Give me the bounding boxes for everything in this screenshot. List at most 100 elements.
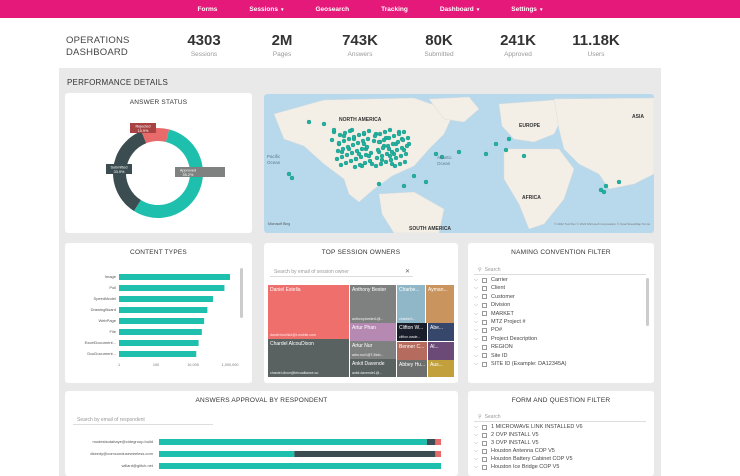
checkbox[interactable]	[482, 336, 487, 342]
map-point[interactable]	[334, 156, 340, 162]
map-point[interactable]	[385, 143, 391, 149]
map-point[interactable]	[344, 152, 350, 158]
map-point[interactable]	[375, 147, 381, 153]
filter-item[interactable]: ⌵ MARKET	[474, 311, 514, 317]
filter-item[interactable]: ⌵ Site ID	[474, 353, 508, 359]
map-point[interactable]	[392, 163, 398, 169]
chevron-down-icon[interactable]: ⌵	[474, 310, 478, 317]
nav-item-tracking[interactable]: Tracking	[365, 6, 424, 13]
chevron-down-icon[interactable]: ⌵	[474, 285, 478, 292]
nav-item-sessions[interactable]: Sessions ▾	[233, 6, 299, 13]
map-point[interactable]	[402, 159, 408, 165]
map-point[interactable]	[358, 154, 364, 160]
filter-item[interactable]: ⌵ 1 MICROWAVE LINK INSTALLED V6	[474, 424, 583, 430]
map-point[interactable]	[388, 157, 394, 163]
map-point[interactable]	[373, 163, 379, 169]
chevron-down-icon[interactable]: ⌵	[474, 424, 478, 430]
bar[interactable]	[119, 329, 202, 335]
chevron-down-icon[interactable]: ⌵	[474, 361, 478, 367]
clear-search-icon[interactable]: ✕	[404, 269, 410, 275]
map-point[interactable]	[598, 187, 604, 193]
map-point[interactable]	[354, 148, 360, 154]
map-point[interactable]	[368, 150, 374, 156]
map-point[interactable]	[616, 179, 622, 185]
map-point[interactable]	[346, 136, 352, 142]
map-point[interactable]	[336, 140, 342, 146]
map-point[interactable]	[342, 130, 348, 136]
map-point[interactable]	[372, 133, 378, 139]
chevron-down-icon[interactable]: ⌵	[474, 319, 478, 325]
map-point[interactable]	[411, 173, 417, 179]
filter-item[interactable]: ⌵ Houston Antenna COP V5	[474, 448, 555, 454]
map-point[interactable]	[384, 151, 390, 157]
map-point[interactable]	[456, 149, 462, 155]
map-point[interactable]	[423, 179, 429, 185]
map-point[interactable]	[381, 137, 387, 143]
owners-treemap[interactable]: Daniel Estella daniel.bonilla1@t-mobile.c…	[268, 285, 454, 378]
chevron-down-icon[interactable]: ⌵	[474, 277, 478, 283]
checkbox[interactable]	[482, 302, 487, 308]
treemap-cell[interactable]: Anthony Bester anthony.bester1@...	[350, 285, 396, 323]
map-point[interactable]	[355, 140, 361, 146]
chevron-down-icon[interactable]: ⌵	[474, 335, 478, 342]
naming-search-input[interactable]: ⚲ Search	[474, 265, 646, 275]
bar-segment[interactable]	[159, 439, 427, 445]
map-point[interactable]	[379, 157, 385, 163]
chevron-down-icon[interactable]: ⌵	[474, 456, 478, 462]
map-point[interactable]	[376, 181, 382, 187]
map-point[interactable]	[493, 141, 499, 147]
map-point[interactable]	[361, 130, 367, 136]
map-point[interactable]	[286, 171, 292, 177]
bar-segment[interactable]	[435, 439, 441, 445]
map-point[interactable]	[306, 119, 312, 125]
treemap-cell[interactable]: Aus...	[428, 360, 454, 377]
map-point[interactable]	[365, 136, 371, 142]
map-point[interactable]	[483, 151, 489, 157]
map-point[interactable]	[389, 149, 395, 155]
chevron-down-icon[interactable]: ⌵	[474, 464, 478, 470]
chevron-down-icon[interactable]: ⌵	[474, 440, 478, 446]
bar-segment[interactable]	[426, 439, 436, 445]
map-point[interactable]	[369, 161, 375, 167]
nav-item-dashboard[interactable]: Dashboard ▾	[424, 6, 495, 13]
scrollbar[interactable]	[240, 268, 243, 318]
filter-item[interactable]: ⌵ Houston Battery Cabinet COP V5	[474, 456, 573, 462]
treemap-cell[interactable]: Ankit Davende ankit.davende1@...	[350, 359, 396, 377]
nav-item-geosearch[interactable]: Geosearch	[299, 6, 365, 13]
checkbox[interactable]	[482, 353, 487, 359]
map-point[interactable]	[387, 153, 393, 159]
map-point[interactable]	[338, 162, 344, 168]
checkbox[interactable]	[482, 464, 487, 470]
map-point[interactable]	[351, 134, 357, 140]
map-point[interactable]	[337, 132, 343, 138]
filter-item[interactable]: ⌵ Division	[474, 302, 510, 308]
checkbox[interactable]	[482, 327, 487, 333]
map-point[interactable]	[433, 151, 439, 157]
map-point[interactable]	[374, 155, 380, 161]
donut-slice-submitted[interactable]	[112, 131, 147, 212]
map-point[interactable]	[331, 127, 337, 133]
chevron-down-icon[interactable]: ⌵	[474, 432, 478, 438]
map-point[interactable]	[350, 142, 356, 148]
checkbox[interactable]	[482, 440, 487, 446]
map-point[interactable]	[377, 131, 383, 137]
treemap-cell[interactable]: Benner C...	[397, 342, 427, 360]
bar-segment[interactable]	[159, 463, 441, 469]
filter-item[interactable]: ⌵ Client	[474, 285, 505, 291]
treemap-cell[interactable]: Abbey Hu...	[397, 360, 427, 377]
owner-search-input[interactable]: Search by email of session owner ✕	[270, 267, 413, 277]
bar-segment[interactable]	[435, 451, 441, 457]
respondent-search-input[interactable]: Search by email of respondent	[73, 415, 213, 425]
filter-item[interactable]: ⌵ REGION	[474, 344, 513, 350]
map-point[interactable]	[371, 138, 377, 144]
map-point[interactable]	[404, 143, 410, 149]
map-point[interactable]	[521, 153, 527, 159]
map-point[interactable]	[353, 156, 359, 162]
checkbox[interactable]	[482, 344, 487, 350]
filter-item[interactable]: ⌵ Houston Ice Bridge COP V5	[474, 464, 559, 470]
map-point[interactable]	[394, 147, 400, 153]
checkbox[interactable]	[482, 432, 487, 438]
map-point[interactable]	[383, 159, 389, 165]
map-point[interactable]	[356, 132, 362, 138]
chevron-down-icon[interactable]: ⌵	[474, 327, 478, 334]
